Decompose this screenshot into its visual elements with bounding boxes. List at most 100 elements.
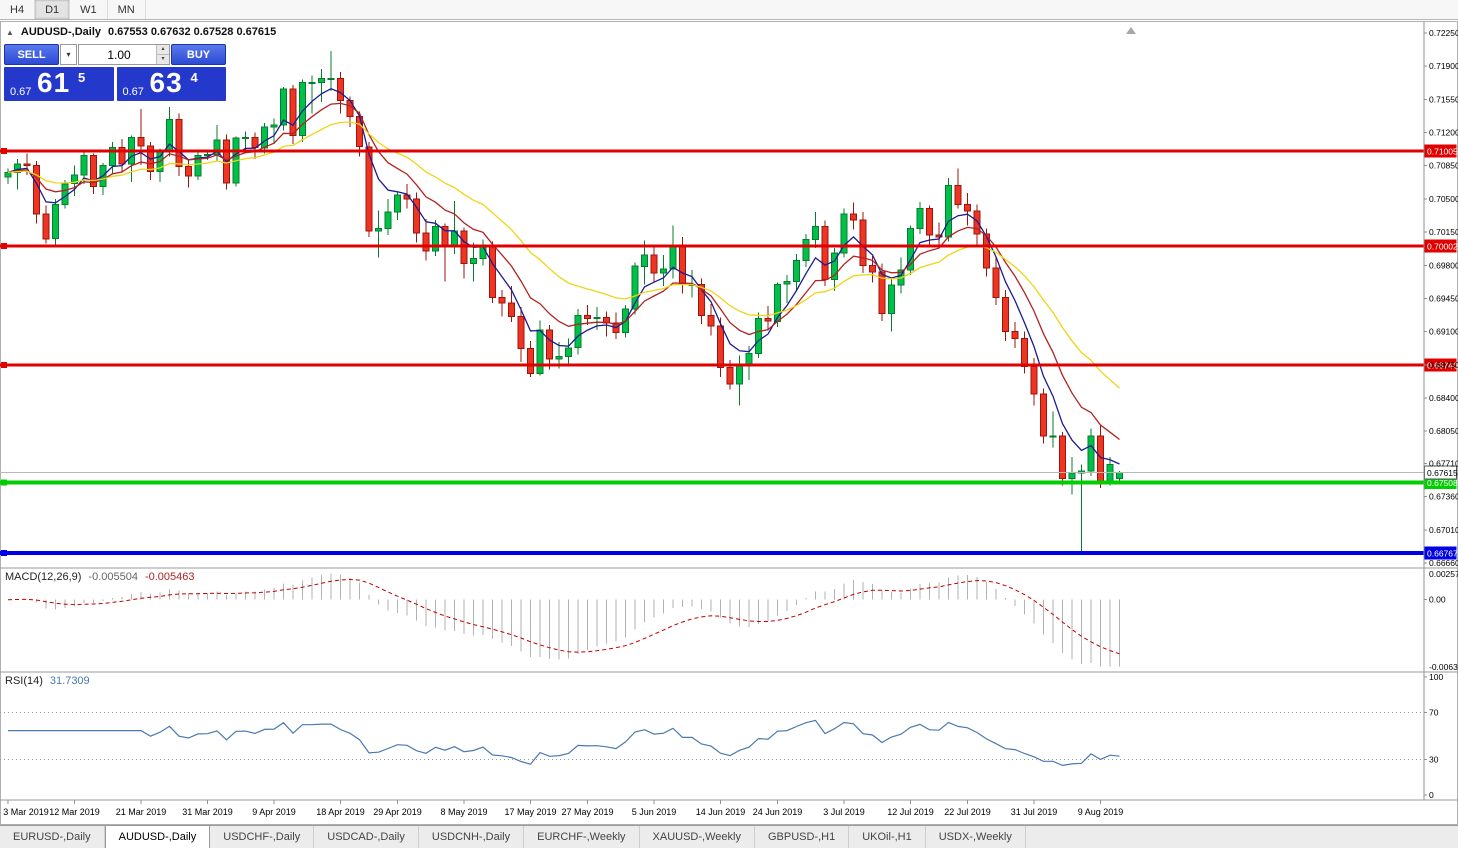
timeframe-button-h4[interactable]: H4: [0, 0, 36, 19]
candle: [175, 113, 183, 177]
expand-arrow-icon[interactable]: ▲: [6, 27, 14, 37]
svg-text:0.71550: 0.71550: [1429, 94, 1458, 104]
chart-window: 0.71005 0.70002 0.68746 0.67508 0.66767 0.676…: [0, 21, 1458, 825]
svg-text:0.68400: 0.68400: [1429, 393, 1458, 403]
chart-shift-marker[interactable]: [1126, 27, 1136, 34]
hline-handle[interactable]: [1, 362, 7, 369]
candle: [1059, 432, 1066, 486]
buy-price-big: 63: [149, 67, 183, 98]
price-axis[interactable]: 0.72250 0.71900 0.71550 0.71200 0.70850 0.705…: [1423, 21, 1458, 800]
candle: [964, 193, 971, 226]
svg-text:24 Jun 2019: 24 Jun 2019: [753, 807, 803, 817]
timeframe-button-mn[interactable]: MN: [108, 0, 146, 19]
rsi-value: 31.7309: [49, 675, 90, 687]
volume-spinner: ▴ ▾: [156, 45, 169, 64]
candle: [517, 307, 525, 362]
sell-price-big: 61: [37, 67, 71, 98]
tab-eurchf-weekly[interactable]: EURCHF-,Weekly: [524, 826, 640, 848]
candle: [707, 304, 715, 336]
price-tag: [1424, 358, 1457, 372]
candle: [945, 178, 952, 242]
svg-text:0.67010: 0.67010: [1429, 525, 1458, 535]
tab-usdcad-daily[interactable]: USDCAD-,Daily: [314, 826, 419, 848]
volume-dropdown-button[interactable]: ▾: [60, 44, 77, 65]
candle: [935, 222, 943, 247]
tab-ukoil-h1[interactable]: UKOil-,H1: [849, 826, 926, 848]
svg-text:0.69450: 0.69450: [1429, 293, 1458, 303]
svg-text:0.70850: 0.70850: [1429, 161, 1458, 171]
tab-audusd-daily[interactable]: AUDUSD-,Daily: [104, 826, 211, 848]
candle: [565, 338, 572, 365]
time-axis[interactable]: 3 Mar 2019 12 Mar 2019 21 Mar 2019 31 Mar 2…: [3, 800, 1123, 817]
buy-button[interactable]: BUY: [171, 44, 226, 65]
candle: [52, 198, 59, 245]
timeframe-toolbar: H4 D1 W1 MN: [0, 0, 1458, 20]
macd-name: MACD(12,26,9): [5, 571, 82, 583]
buy-price[interactable]: 0.67 63 4: [116, 67, 226, 101]
tab-eurusd-daily[interactable]: EURUSD-,Daily: [0, 826, 105, 848]
candle: [831, 248, 838, 291]
svg-text:0.00: 0.00: [1429, 595, 1446, 605]
price-chart: 0.710050.700020.687460.675080.667670.676…: [0, 21, 1458, 825]
tab-xauusd-weekly[interactable]: XAUUSD-,Weekly: [640, 826, 755, 848]
buy-price-pip: 4: [190, 70, 198, 85]
candle: [280, 87, 287, 131]
tab-usdchf-daily[interactable]: USDCHF-,Daily: [210, 826, 315, 848]
candle: [1049, 411, 1057, 448]
candle: [802, 234, 810, 268]
candle: [527, 341, 534, 378]
candles-layer: [4, 51, 1123, 553]
candle: [650, 246, 658, 283]
candle: [764, 306, 772, 331]
spinner-down-icon[interactable]: ▾: [157, 55, 169, 64]
hline-handle[interactable]: [1, 549, 7, 556]
svg-text:31 Jul 2019: 31 Jul 2019: [1011, 807, 1058, 817]
rsi-pane: 100 70 30 0: [0, 672, 1443, 800]
svg-text:100: 100: [1429, 672, 1443, 682]
hline-handle[interactable]: [1, 243, 7, 250]
candle: [840, 208, 848, 258]
svg-text:14 Jun 2019: 14 Jun 2019: [696, 807, 746, 817]
volume-input[interactable]: [79, 45, 169, 64]
volume-field: ▴ ▾: [78, 44, 170, 65]
svg-text:0.68746: 0.68746: [1427, 361, 1458, 371]
candle: [546, 325, 553, 370]
macd-signal-line: [7, 578, 1120, 655]
candle: [859, 212, 867, 273]
svg-text:21 Mar 2019: 21 Mar 2019: [116, 807, 167, 817]
candle: [878, 263, 886, 322]
svg-text:0.67360: 0.67360: [1429, 492, 1458, 502]
candle: [270, 118, 278, 144]
svg-text:3 Jul 2019: 3 Jul 2019: [823, 807, 865, 817]
sell-button[interactable]: SELL: [4, 44, 59, 65]
svg-text:29 Apr 2019: 29 Apr 2019: [373, 807, 422, 817]
macd-pane: 0.002574 0.00 -0.006320: [7, 569, 1458, 672]
candle: [109, 142, 116, 175]
sell-price[interactable]: 0.67 61 5: [4, 67, 114, 101]
candle: [660, 254, 667, 287]
candle: [308, 75, 316, 114]
candle: [717, 317, 724, 378]
candle: [603, 311, 610, 337]
spinner-up-icon[interactable]: ▴: [157, 45, 169, 55]
hline-handle[interactable]: [1, 479, 7, 486]
symbol-name: AUDUSD-,Daily: [20, 26, 101, 38]
chart-tabs: EURUSD-,Daily AUDUSD-,Daily USDCHF-,Daily U…: [0, 825, 1458, 848]
price-tag: [1424, 144, 1457, 158]
candle: [821, 220, 829, 287]
hline-handle[interactable]: [1, 148, 7, 154]
tab-usdcnh-daily[interactable]: USDCNH-,Daily: [419, 826, 525, 848]
candle: [394, 191, 401, 220]
tab-gbpusd-h1[interactable]: GBPUSD-,H1: [755, 826, 850, 848]
rsi-label: RSI(14) 31.7309: [5, 675, 90, 687]
timeframe-button-d1[interactable]: D1: [35, 0, 71, 19]
price-tag: [1424, 546, 1457, 560]
svg-text:0.70500: 0.70500: [1429, 194, 1458, 204]
candle: [375, 210, 382, 258]
timeframe-button-w1[interactable]: W1: [70, 0, 108, 19]
svg-text:-0.006320: -0.006320: [1429, 662, 1458, 672]
candle: [498, 289, 506, 317]
candle: [1087, 428, 1095, 476]
one-click-controls: SELL ▾ ▴ ▾ BUY: [4, 44, 226, 65]
tab-usdx-weekly[interactable]: USDX-,Weekly: [926, 826, 1026, 848]
